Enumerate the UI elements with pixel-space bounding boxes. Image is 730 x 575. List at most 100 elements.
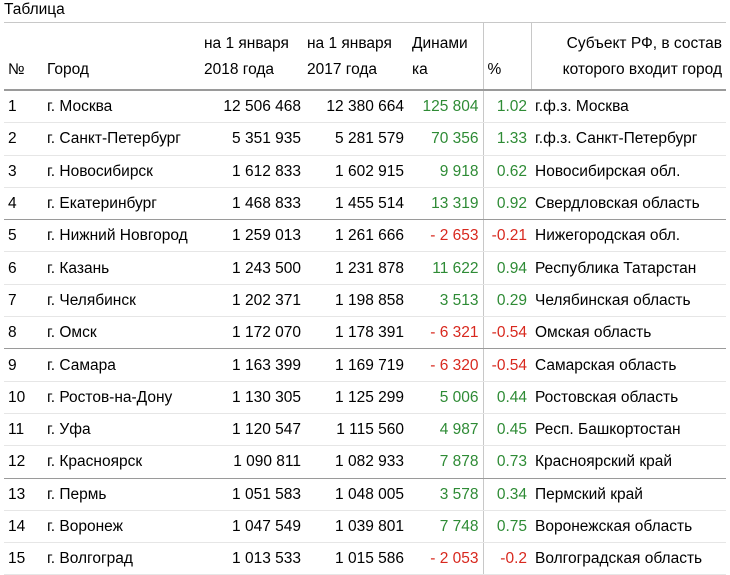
cell-dynamics: 3 513: [408, 284, 483, 318]
cell-pop2017: 1 198 858: [305, 284, 408, 318]
cell-percent: -0.2: [482, 542, 531, 575]
cell-region: Свердловская область: [531, 187, 726, 221]
table-row: 7 г. Челябинск 1 202 371 1 198 858 3 513…: [4, 284, 726, 318]
cell-dynamics: 125 804: [408, 90, 483, 124]
table-caption: Таблица: [4, 1, 65, 18]
cell-pop2017: 1 082 933: [305, 445, 408, 479]
cell-num: 1: [4, 90, 40, 124]
cell-percent: 0.92: [482, 187, 531, 221]
cell-num: 15: [4, 542, 40, 575]
cell-dynamics: 5 006: [408, 381, 483, 414]
cell-region: г.ф.з. Москва: [531, 90, 726, 124]
cell-city: г. Красноярск: [40, 445, 202, 479]
header-pop2018: на 1 января 2018 года: [202, 22, 305, 91]
cell-percent: 0.62: [482, 155, 531, 188]
cell-pop2017: 1 015 586: [305, 542, 408, 575]
table-row: 8 г. Омск 1 172 070 1 178 391 - 6 321 -0…: [4, 316, 726, 350]
cell-percent: 0.73: [482, 445, 531, 479]
table-row: 13 г. Пермь 1 051 583 1 048 005 3 578 0.…: [4, 478, 726, 511]
cell-num: 12: [4, 445, 40, 479]
header-percent: %: [482, 22, 531, 91]
cell-region: Волгоградская область: [531, 542, 726, 575]
cell-num: 3: [4, 155, 40, 188]
table-row: 2 г. Санкт-Петербург 5 351 935 5 281 579…: [4, 122, 726, 156]
cell-pop2017: 1 261 666: [305, 219, 408, 253]
cell-region: Нижегородская обл.: [531, 219, 726, 253]
cell-region: Челябинская область: [531, 284, 726, 318]
cell-region: Новосибирская обл.: [531, 155, 726, 188]
cell-percent: 0.75: [482, 510, 531, 544]
table-header-row: № Город на 1 января 2018 года на 1 январ…: [4, 22, 726, 91]
cell-pop2017: 12 380 664: [305, 90, 408, 124]
cell-pop2017: 1 115 560: [305, 413, 408, 447]
cell-dynamics: 70 356: [408, 122, 483, 156]
cell-num: 4: [4, 187, 40, 221]
cell-region: Пермский край: [531, 478, 726, 511]
cell-percent: 0.44: [482, 381, 531, 414]
cities-population-table: № Город на 1 января 2018 года на 1 январ…: [4, 22, 726, 575]
cell-num: 14: [4, 510, 40, 544]
cell-num: 7: [4, 284, 40, 318]
cell-region: Республика Татарстан: [531, 251, 726, 285]
cell-city: г. Самара: [40, 348, 202, 382]
cell-city: г. Волгоград: [40, 542, 202, 575]
cell-pop2018: 1 090 811: [202, 445, 305, 479]
cell-percent: 0.94: [482, 251, 531, 285]
table-row: 1 г. Москва 12 506 468 12 380 664 125 80…: [4, 90, 726, 124]
cell-pop2018: 1 120 547: [202, 413, 305, 447]
cell-pop2018: 1 172 070: [202, 316, 305, 350]
cell-pop2017: 1 178 391: [305, 316, 408, 350]
cell-pop2018: 12 506 468: [202, 90, 305, 124]
cell-dynamics: 13 319: [408, 187, 483, 221]
table-body: 1 г. Москва 12 506 468 12 380 664 125 80…: [4, 90, 726, 575]
cell-pop2018: 1 047 549: [202, 510, 305, 544]
table-row: 6 г. Казань 1 243 500 1 231 878 11 622 0…: [4, 251, 726, 285]
cell-pop2017: 1 039 801: [305, 510, 408, 544]
cell-pop2018: 1 163 399: [202, 348, 305, 382]
cell-num: 10: [4, 381, 40, 414]
cell-pop2017: 1 231 878: [305, 251, 408, 285]
cell-percent: 1.33: [482, 122, 531, 156]
cell-pop2017: 1 048 005: [305, 478, 408, 511]
cell-region: Воронежская область: [531, 510, 726, 544]
cell-city: г. Нижний Новгород: [40, 219, 202, 253]
cell-city: г. Уфа: [40, 413, 202, 447]
table-row: 4 г. Екатеринбург 1 468 833 1 455 514 13…: [4, 187, 726, 221]
cell-city: г. Омск: [40, 316, 202, 350]
cell-region: Респ. Башкортостан: [531, 413, 726, 447]
cell-pop2018: 1 259 013: [202, 219, 305, 253]
cell-dynamics: - 6 321: [408, 316, 483, 350]
header-city: Город: [40, 22, 202, 91]
cell-num: 9: [4, 348, 40, 382]
cell-city: г. Ростов-на-Дону: [40, 381, 202, 414]
cell-dynamics: 9 918: [408, 155, 483, 188]
cell-pop2018: 1 468 833: [202, 187, 305, 221]
cell-pop2017: 1 169 719: [305, 348, 408, 382]
cell-percent: -0.54: [482, 348, 531, 382]
cell-region: Омская область: [531, 316, 726, 350]
table-row: 15 г. Волгоград 1 013 533 1 015 586 - 2 …: [4, 542, 726, 575]
cell-pop2018: 1 612 833: [202, 155, 305, 188]
cell-region: Ростовская область: [531, 381, 726, 414]
cell-dynamics: - 6 320: [408, 348, 483, 382]
table-row: 12 г. Красноярск 1 090 811 1 082 933 7 8…: [4, 445, 726, 479]
header-num: №: [4, 22, 40, 91]
cell-city: г. Санкт-Петербург: [40, 122, 202, 156]
cell-region: Красноярский край: [531, 445, 726, 479]
cell-city: г. Новосибирск: [40, 155, 202, 188]
cell-num: 2: [4, 122, 40, 156]
cell-dynamics: 7 878: [408, 445, 483, 479]
cell-pop2018: 1 202 371: [202, 284, 305, 318]
cell-percent: 1.02: [482, 90, 531, 124]
cell-city: г. Москва: [40, 90, 202, 124]
header-pop2017: на 1 января 2017 года: [305, 22, 408, 91]
header-region: Субъект РФ, в состав которого входит гор…: [530, 22, 726, 91]
cell-percent: -0.54: [482, 316, 531, 350]
cell-percent: -0.21: [482, 219, 531, 253]
table-row: 5 г. Нижний Новгород 1 259 013 1 261 666…: [4, 219, 726, 253]
cell-pop2018: 1 130 305: [202, 381, 305, 414]
cell-num: 13: [4, 478, 40, 511]
cell-num: 8: [4, 316, 40, 350]
cell-num: 6: [4, 251, 40, 285]
table-row: 3 г. Новосибирск 1 612 833 1 602 915 9 9…: [4, 155, 726, 188]
